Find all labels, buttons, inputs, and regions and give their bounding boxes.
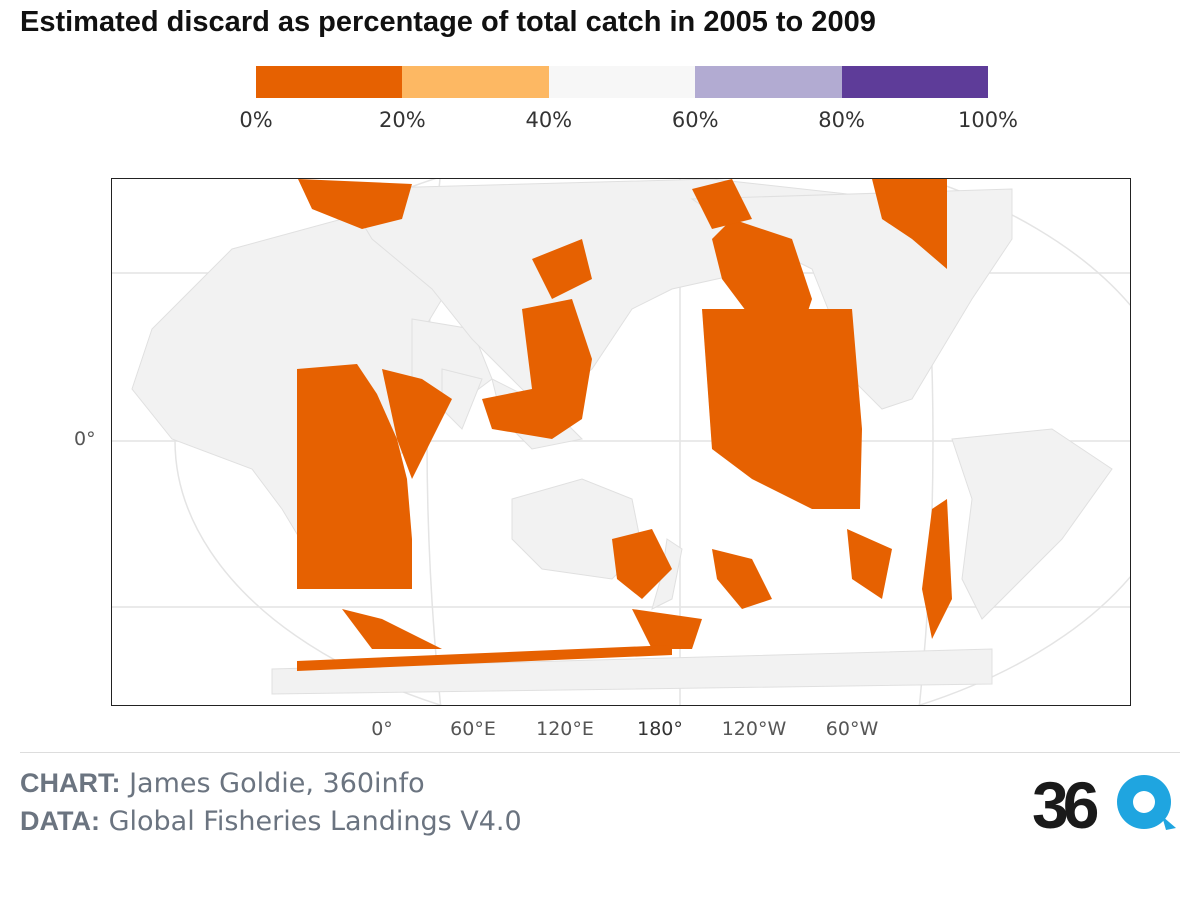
- legend-swatch-40-60: [548, 66, 696, 98]
- x-axis-label: 60°W: [825, 718, 879, 740]
- map-panel: [111, 178, 1131, 706]
- discard-region-southern-ocean-1: [612, 529, 672, 599]
- discard-region-north-atlantic: [298, 179, 412, 229]
- logo-circle-hole: [1133, 791, 1155, 813]
- discard-regions: [297, 179, 952, 671]
- discard-region-north-pacific: [712, 219, 812, 329]
- x-axis-label: 60°E: [450, 718, 496, 740]
- legend-label: 60%: [671, 108, 719, 132]
- legend-swatch-60-80: [695, 66, 842, 98]
- legend-label: 80%: [818, 108, 865, 132]
- data-credit-value: Global Fisheries Landings V4.0: [108, 806, 522, 837]
- land-masses: [131, 179, 1113, 695]
- discard-region-south-america-west: [847, 529, 892, 599]
- y-axis-label: 0°: [74, 428, 96, 450]
- x-axis-label: 180°: [637, 718, 683, 740]
- 360info-logo: 36: [1030, 766, 1180, 842]
- legend-swatch-20-40: [402, 66, 549, 98]
- discard-region-south-atlantic: [342, 609, 442, 649]
- chart-credit-value: James Goldie, 360info: [129, 768, 425, 799]
- discard-region-arctic-east: [692, 179, 752, 229]
- world-map: [112, 179, 1130, 705]
- discard-region-antarctic-fringe: [297, 645, 672, 671]
- data-credit-label: DATA:: [20, 806, 100, 836]
- legend-label: 100%: [957, 108, 1019, 132]
- legend-labels: 0% 20% 40% 60% 80% 100%: [239, 108, 1018, 136]
- discard-region-east-asia: [532, 239, 592, 299]
- color-legend: [256, 66, 989, 98]
- south-america: [951, 428, 1113, 620]
- legend-swatch-80-100: [841, 66, 989, 98]
- discard-region-atlantic: [297, 364, 412, 589]
- antarctica: [271, 648, 993, 695]
- x-axis-label: 0°: [371, 718, 393, 740]
- 360info-logo-mark: 36: [1032, 768, 1176, 842]
- discard-region-south-america-east: [922, 499, 952, 639]
- chart-title: Estimated discard as percentage of total…: [20, 6, 876, 38]
- chart-credit-label: CHART:: [20, 768, 121, 798]
- legend-label: 0%: [239, 108, 273, 132]
- discard-region-indian-coast: [382, 369, 452, 479]
- data-credit: DATA: Global Fisheries Landings V4.0: [20, 806, 522, 837]
- legend-label: 20%: [379, 108, 426, 132]
- discard-region-arctic-west: [872, 179, 947, 269]
- chart-credit: CHART: James Goldie, 360info: [20, 768, 425, 799]
- legend-swatch-0-20: [256, 66, 403, 98]
- footer-divider: [20, 752, 1180, 753]
- legend-label: 40%: [525, 108, 573, 132]
- discard-region-central-pacific: [702, 309, 862, 509]
- x-axis-label: 120°E: [536, 718, 594, 740]
- x-axis-label: 120°W: [721, 718, 787, 740]
- discard-region-southern-ocean-2: [712, 549, 772, 609]
- logo-numerals-3-6: 36: [1032, 768, 1098, 838]
- logo-arrow: [1162, 816, 1176, 830]
- discard-region-tasman: [632, 609, 702, 649]
- discard-region-west-pacific: [482, 299, 592, 439]
